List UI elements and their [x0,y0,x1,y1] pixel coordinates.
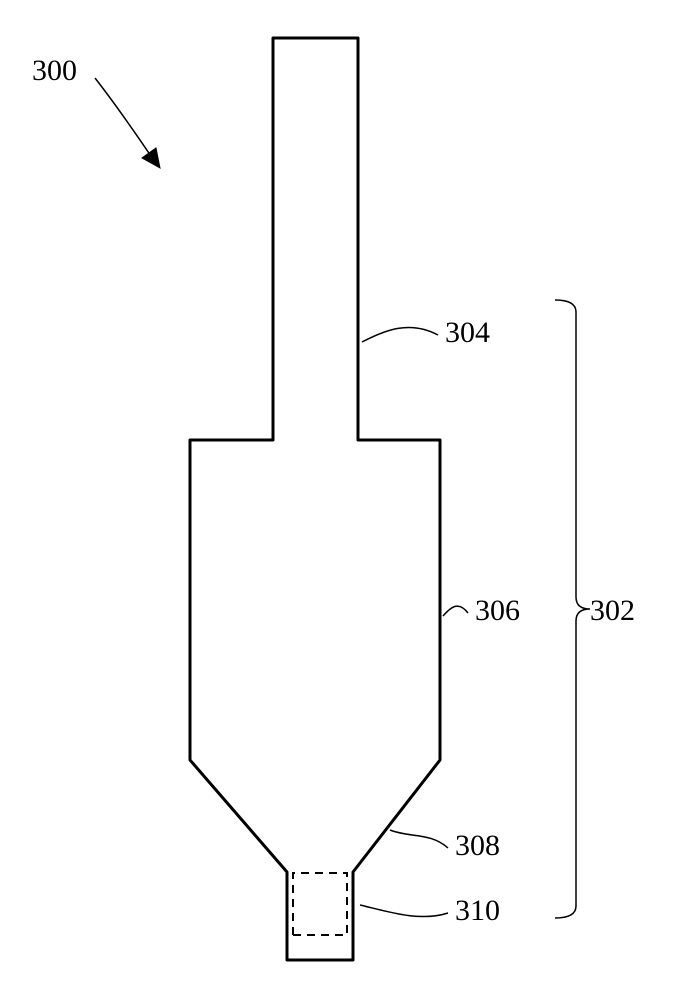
leader-304 [362,327,438,342]
label-304: 304 [445,316,490,349]
label-306: 306 [475,594,520,627]
label-310: 310 [455,894,500,927]
label-302: 302 [590,594,635,627]
arrow-300-head [142,148,160,168]
dashed-insert-310 [293,873,347,935]
bracket-302 [555,300,590,918]
label-300: 300 [32,54,77,87]
leader-308 [390,830,448,848]
leader-306 [443,606,468,616]
vessel-outline [190,38,440,960]
label-308: 308 [455,829,500,862]
arrow-300-shaft [95,78,155,162]
leader-310 [360,905,448,917]
